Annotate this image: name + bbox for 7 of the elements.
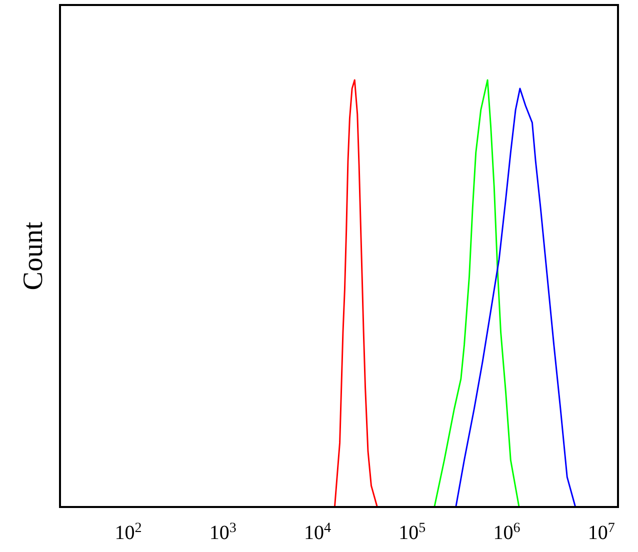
- x-tick-label: 10$^{2}$: [114, 520, 142, 544]
- x-tick-label: 10$^{5}$: [398, 520, 426, 544]
- x-tick-label: 10$^{3}$: [209, 520, 236, 544]
- x-tick-label: 10$^{7}$: [588, 520, 615, 544]
- x-tick-label: 10$^{4}$: [304, 520, 331, 544]
- y-axis-title: Count: [18, 222, 49, 290]
- x-tick-label: 10$^{6}$: [493, 520, 520, 544]
